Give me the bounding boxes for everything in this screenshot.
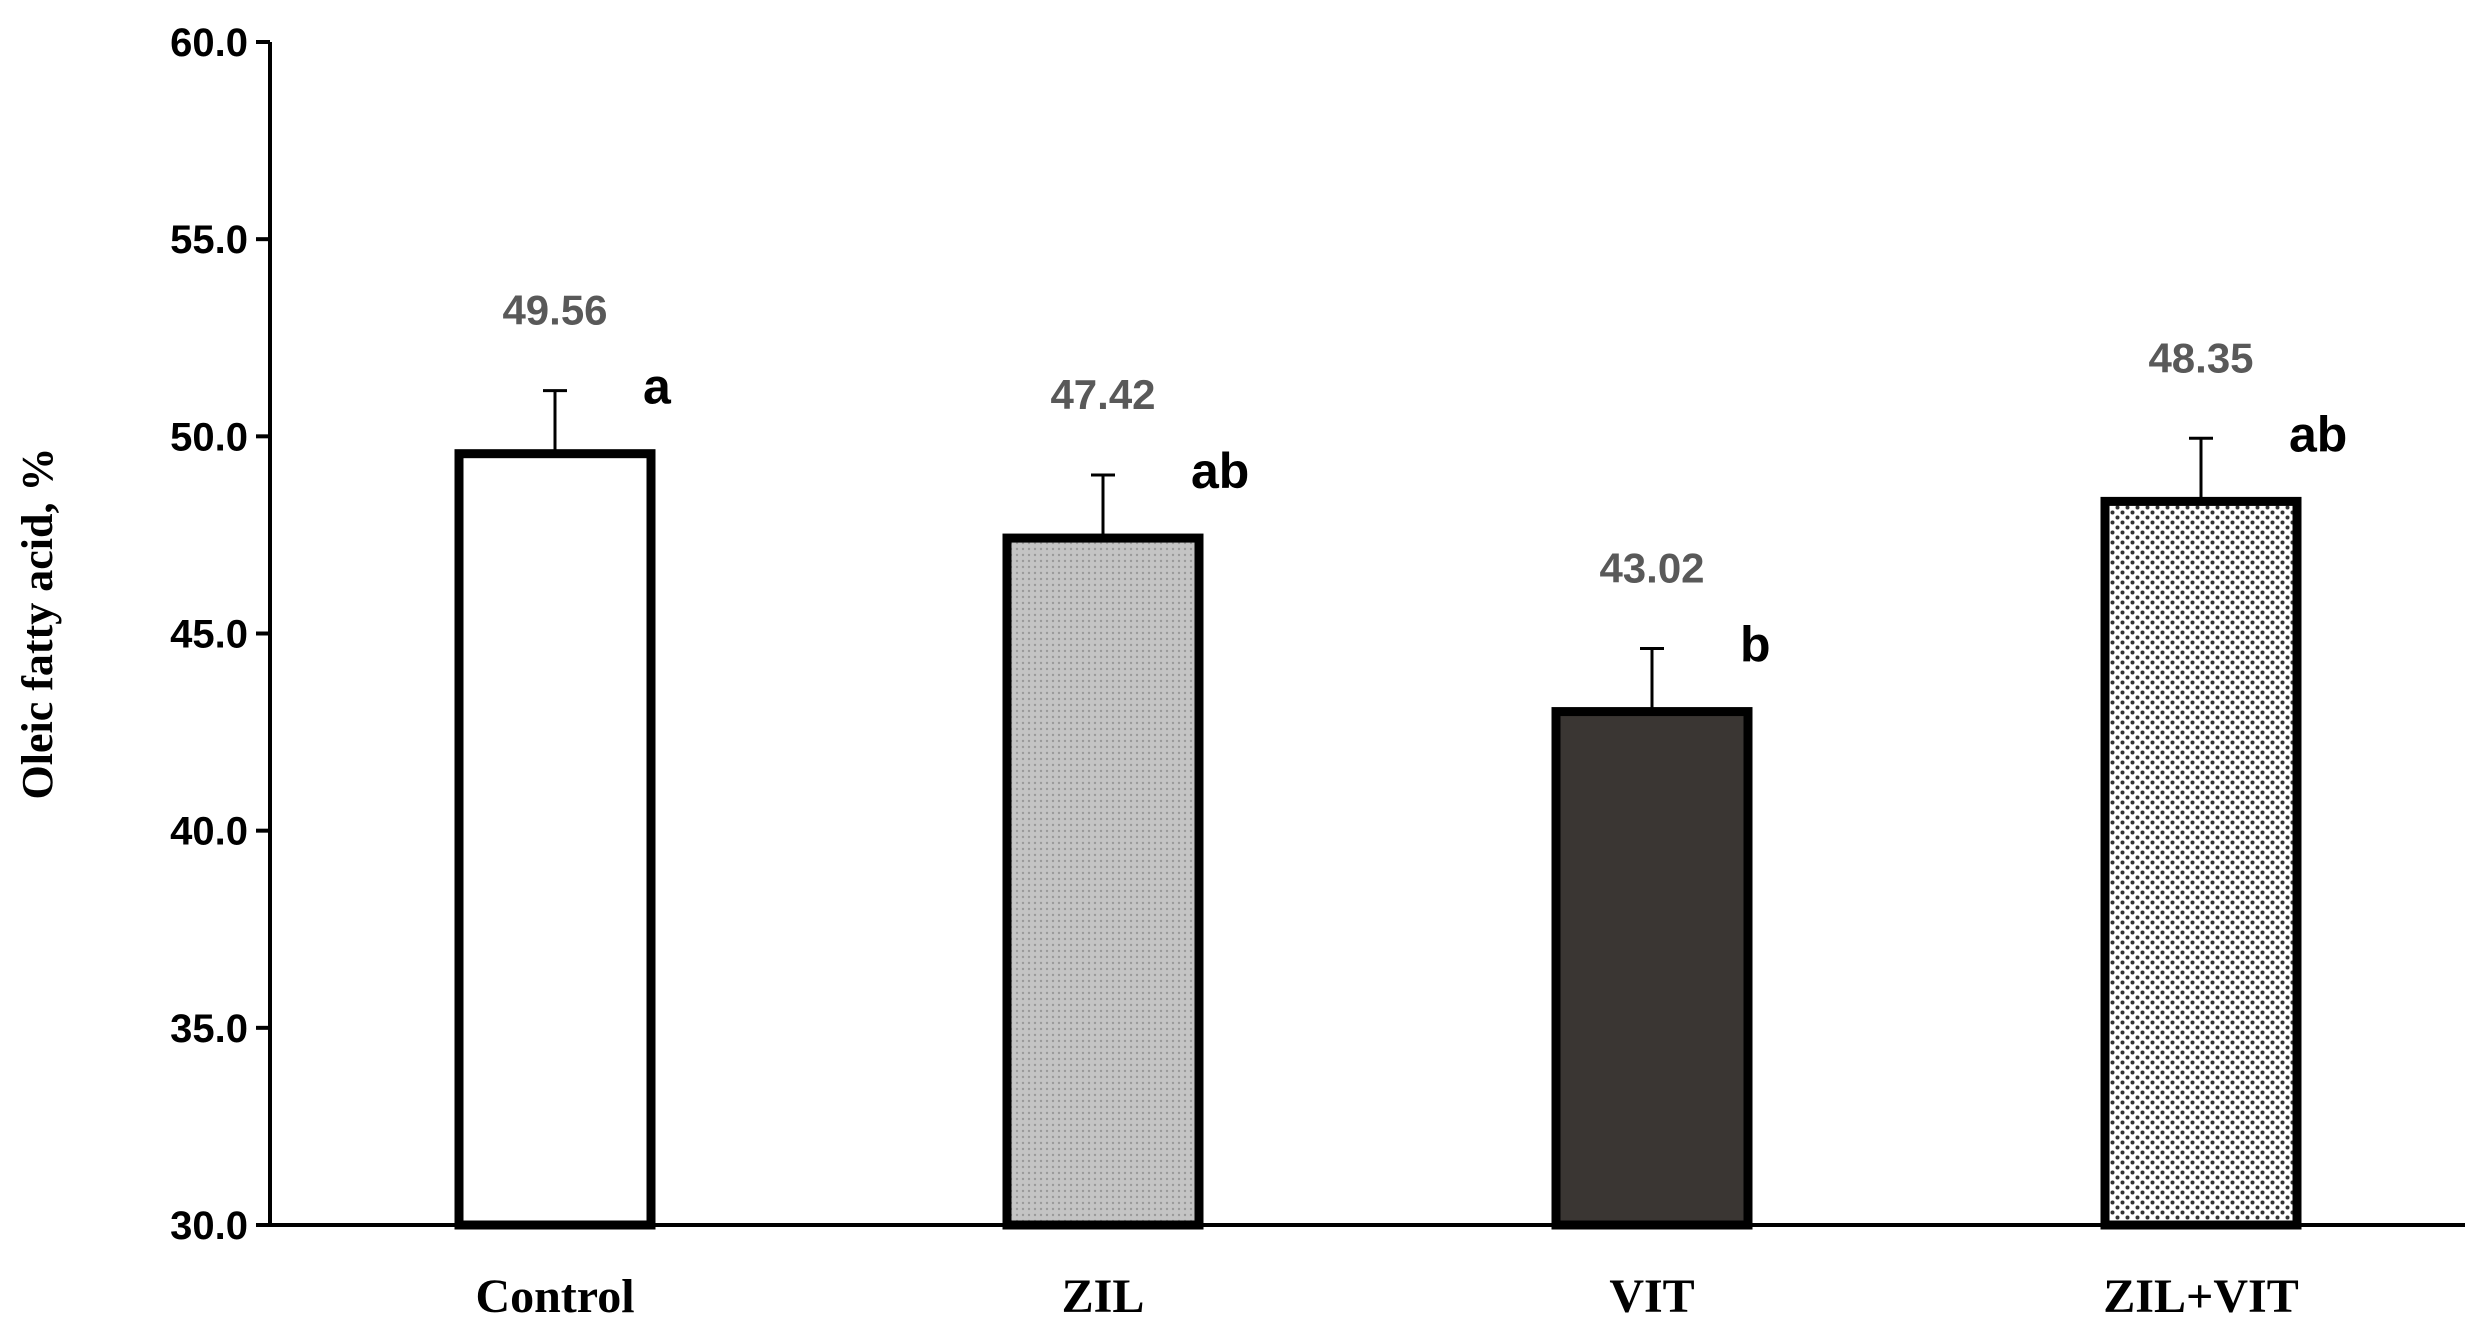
value-label: 47.42 — [1050, 371, 1155, 418]
value-label: 49.56 — [502, 287, 607, 334]
y-tick-label: 45.0 — [170, 613, 248, 657]
bar-zil — [1002, 533, 1204, 1230]
x-tick-label: ZIL+VIT — [2103, 1270, 2298, 1323]
value-label: 43.02 — [1599, 544, 1704, 591]
y-tick-label: 40.0 — [170, 810, 248, 854]
significance-letter: a — [643, 359, 672, 415]
bar-vit — [1551, 707, 1753, 1230]
value-label: 48.35 — [2148, 334, 2253, 381]
significance-letter: ab — [2289, 406, 2347, 462]
y-tick-label: 35.0 — [170, 1007, 248, 1051]
y-tick-label: 60.0 — [170, 21, 248, 65]
y-axis-title: Oleic fatty acid, % — [13, 448, 62, 800]
x-tick-label: VIT — [1609, 1270, 1694, 1323]
significance-letter: b — [1740, 617, 1771, 673]
x-tick-label: ZIL — [1062, 1270, 1145, 1323]
y-tick-label: 50.0 — [170, 415, 248, 459]
bars — [454, 389, 2302, 1230]
y-tick-label: 55.0 — [170, 218, 248, 262]
labels: 30.0 35.0 40.0 45.0 50.0 55.0 60.0 Oleic fatty … — [13, 21, 2347, 1323]
bar-zil-vit — [2100, 496, 2302, 1230]
bar-control — [454, 449, 656, 1230]
x-tick-label: Control — [475, 1270, 634, 1323]
y-tick-label: 30.0 — [170, 1204, 248, 1248]
significance-letter: ab — [1191, 443, 1249, 499]
